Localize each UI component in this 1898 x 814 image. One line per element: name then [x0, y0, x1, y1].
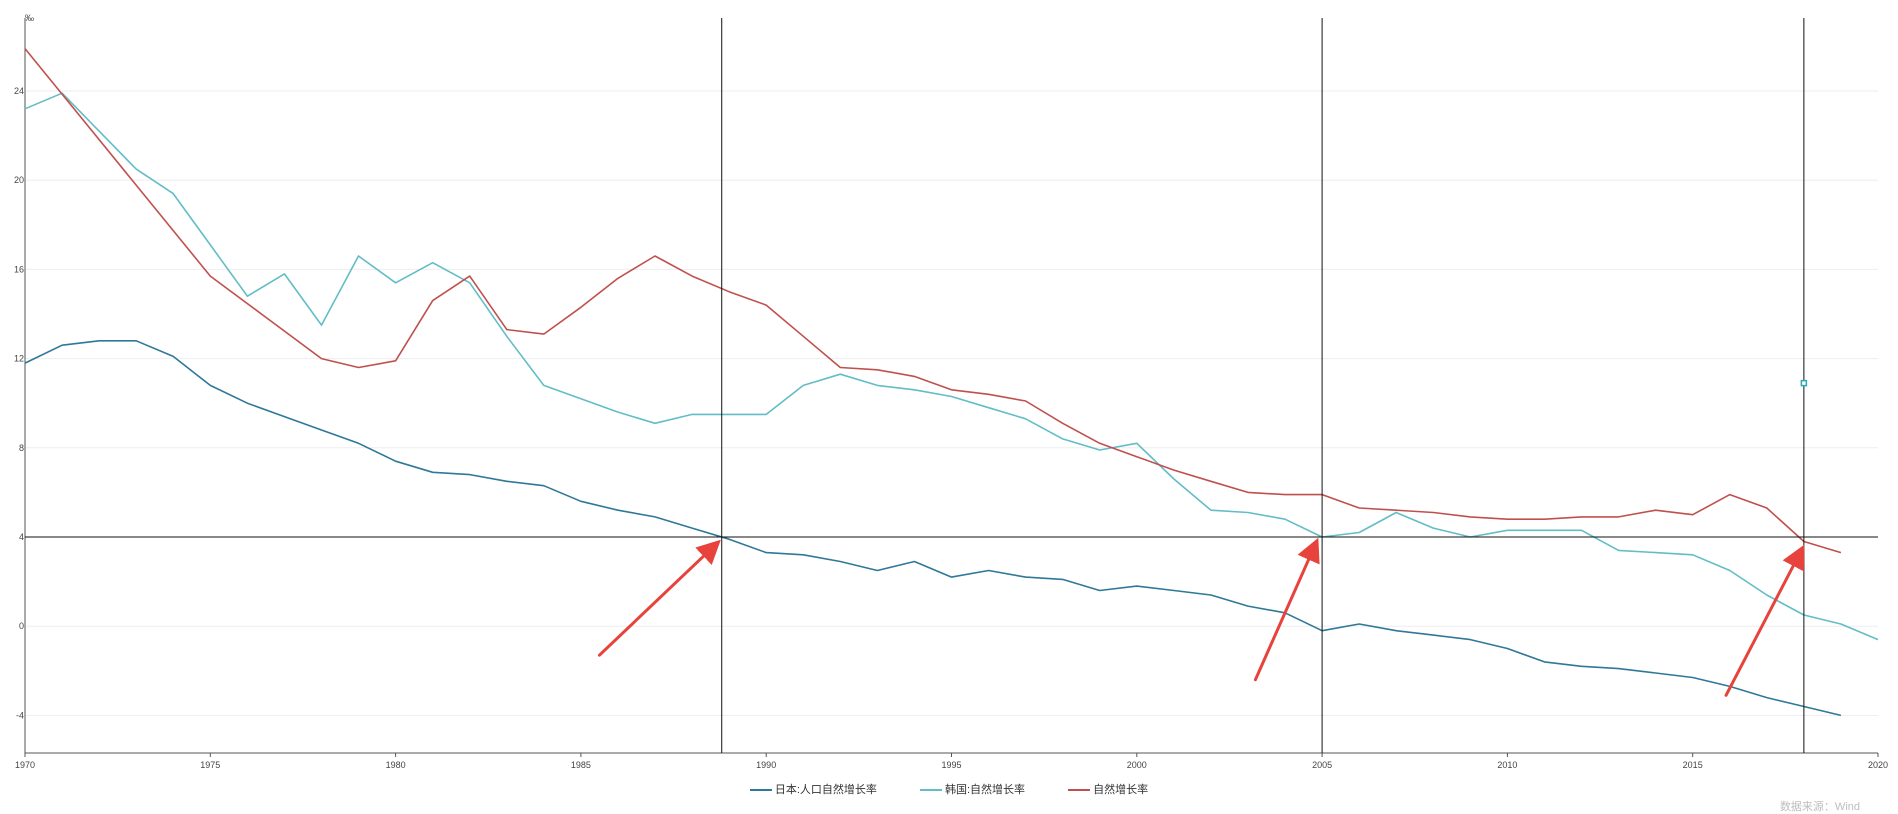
y-unit-label: ‰ — [25, 13, 34, 23]
y-tick-label: 16 — [14, 264, 24, 274]
x-tick-label: 1985 — [571, 760, 591, 770]
x-tick-label: 1990 — [756, 760, 776, 770]
legend-swatch-japan — [749, 789, 772, 792]
legend-item-japan[interactable]: 日本:人口自然增长率 — [749, 781, 877, 797]
x-tick-label: 2005 — [1312, 760, 1332, 770]
x-tick-label: 1975 — [200, 760, 220, 770]
legend-label-china: 自然增长率 — [1093, 784, 1149, 796]
y-tick-label: 20 — [14, 175, 24, 185]
legend-swatch-korea — [920, 789, 942, 792]
annotation-arrow — [597, 539, 721, 657]
y-tick-label: -4 — [16, 710, 24, 720]
selection-marker — [1800, 379, 1808, 387]
legend-item-korea[interactable]: 韩国:自然增长率 — [920, 781, 1025, 797]
data-source-note: 数据来源：Wind — [1779, 801, 1860, 813]
y-tick-label: 0 — [19, 621, 24, 631]
x-tick-label: 2015 — [1683, 760, 1703, 770]
series-line-1 — [24, 92, 1879, 641]
y-tick-label: 8 — [19, 443, 24, 453]
reference-lines — [25, 18, 1878, 753]
legend-item-china[interactable]: 自然增长率 — [1068, 781, 1148, 797]
legend-swatch-china — [1068, 789, 1091, 792]
annotation-arrow — [1724, 544, 1805, 697]
x-tick-label: 1995 — [941, 760, 961, 770]
annotation-arrows — [597, 537, 1805, 697]
x-tick-label: 1980 — [386, 760, 406, 770]
x-tick-label: 2020 — [1868, 760, 1888, 770]
series-lines — [24, 48, 1879, 717]
series-line-0 — [24, 339, 1842, 717]
legend-label-korea: 韩国:自然增长率 — [945, 784, 1026, 796]
y-tick-label: 24 — [14, 86, 24, 96]
x-tick-label: 1970 — [15, 760, 35, 770]
annotation-arrow — [1253, 537, 1320, 682]
legend: 日本:人口自然增长率 韩国:自然增长率 自然增长率 — [0, 781, 1898, 797]
x-tick-label: 2000 — [1127, 760, 1147, 770]
legend-label-japan: 日本:人口自然增长率 — [774, 784, 877, 796]
series-line-2 — [24, 48, 1842, 554]
gridlines — [25, 90, 1878, 716]
y-tick-label: 4 — [19, 532, 24, 542]
axes: -4 0 4 8 12 16 20 24 1970 1975 1980 1985 1990 1995 200… — [14, 18, 1888, 770]
y-tick-label: 12 — [14, 354, 24, 364]
x-tick-label: 2010 — [1497, 760, 1517, 770]
